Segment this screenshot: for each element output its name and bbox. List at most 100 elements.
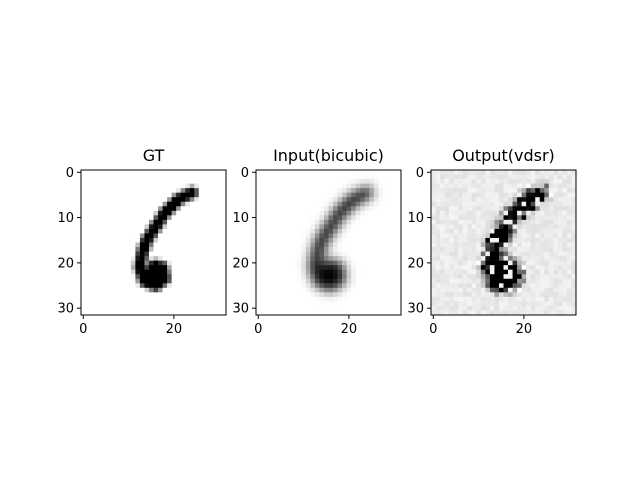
heatmap-cell (185, 179, 191, 184)
heatmap-cell (391, 287, 397, 293)
heatmap-cell (171, 274, 177, 280)
heatmap-cell (274, 301, 279, 307)
heatmap-cell (462, 283, 468, 289)
heatmap-cell (162, 210, 168, 216)
heatmap-cell (167, 251, 172, 257)
heatmap-cell (130, 256, 136, 261)
heatmap-cell (112, 265, 118, 270)
heatmap-cell (90, 170, 95, 175)
heatmap-cell (148, 310, 154, 316)
heatmap-cell (117, 292, 123, 298)
heatmap-cell (539, 228, 545, 234)
heatmap-cell (342, 260, 347, 266)
heatmap-cell (476, 265, 482, 270)
heatmap-cell (480, 260, 486, 266)
heatmap-cell (112, 224, 118, 230)
heatmap-cell (557, 278, 563, 284)
heatmap-cell (162, 278, 168, 284)
heatmap-cell (526, 188, 531, 193)
heatmap-cell (176, 287, 181, 293)
heatmap-cell (512, 233, 518, 239)
y-tick-label: 10 (57, 211, 74, 226)
heatmap-cell (480, 224, 486, 230)
heatmap-cell (265, 210, 270, 216)
heatmap-cell (212, 265, 218, 270)
heatmap-cell (274, 192, 279, 198)
heatmap-cell (503, 242, 509, 248)
heatmap-cell (274, 170, 279, 175)
heatmap-cell (485, 274, 491, 280)
heatmap-cell (431, 170, 436, 175)
heatmap-cell (301, 192, 307, 198)
heatmap-cell (440, 242, 445, 248)
heatmap-cell (207, 287, 213, 293)
heatmap-cell (373, 179, 379, 184)
heatmap-cell (342, 310, 347, 316)
heatmap-cell (144, 179, 150, 184)
heatmap-cell (292, 174, 298, 180)
heatmap-cell (553, 287, 559, 293)
heatmap-cell (480, 215, 486, 221)
heatmap-cell (387, 206, 393, 212)
heatmap-cell (544, 292, 550, 298)
heatmap-cell (305, 174, 311, 180)
heatmap-cell (85, 269, 91, 275)
heatmap-cell (203, 183, 209, 189)
heatmap-cell (287, 251, 293, 257)
heatmap-cell (185, 296, 191, 302)
heatmap-cell (391, 292, 397, 298)
heatmap-image (81, 170, 227, 316)
heatmap-cell (269, 215, 275, 221)
heatmap-cell (431, 179, 436, 184)
heatmap-cell (458, 265, 464, 270)
heatmap-cell (203, 237, 209, 243)
heatmap-cell (333, 260, 338, 266)
heatmap-cell (333, 278, 338, 284)
heatmap-cell (171, 269, 177, 275)
heatmap-cell (99, 296, 104, 302)
heatmap-cell (189, 210, 195, 216)
heatmap-cell (171, 210, 177, 216)
heatmap-cell (148, 188, 154, 193)
heatmap-cell (351, 197, 356, 203)
heatmap-cell (494, 287, 500, 293)
heatmap-cell (467, 201, 473, 207)
heatmap-cell (458, 210, 464, 216)
heatmap-cell (539, 192, 545, 198)
heatmap-cell (296, 251, 302, 257)
heatmap-cell (130, 201, 136, 207)
heatmap-cell (526, 210, 531, 216)
heatmap-cell (158, 201, 163, 207)
heatmap-cell (287, 192, 293, 198)
heatmap-cell (351, 206, 356, 212)
heatmap-cell (153, 197, 159, 203)
heatmap-cell (480, 237, 486, 243)
heatmap-cell (216, 292, 222, 298)
heatmap-cell (135, 233, 141, 239)
heatmap-cell (117, 192, 123, 198)
heatmap-cell (364, 287, 370, 293)
heatmap-cell (369, 233, 375, 239)
heatmap-cell (444, 201, 450, 207)
heatmap-cell (194, 269, 200, 275)
heatmap-cell (480, 296, 486, 302)
heatmap-cell (301, 292, 307, 298)
heatmap-cell (494, 233, 500, 239)
heatmap-cell (167, 219, 172, 225)
heatmap-cell (148, 201, 154, 207)
heatmap-cell (216, 296, 222, 302)
heatmap-cell (265, 251, 270, 257)
heatmap-cell (328, 224, 334, 230)
heatmap-cell (557, 219, 563, 225)
heatmap-cell (566, 260, 572, 266)
heatmap-cell (162, 215, 168, 221)
heatmap-cell (508, 265, 513, 270)
heatmap-cell (571, 170, 577, 175)
heatmap-cell (212, 210, 218, 216)
heatmap-cell (373, 170, 379, 175)
heatmap-cell (301, 197, 307, 203)
heatmap-cell (553, 305, 559, 311)
heatmap-cell (530, 305, 536, 311)
heatmap-cell (535, 192, 541, 198)
